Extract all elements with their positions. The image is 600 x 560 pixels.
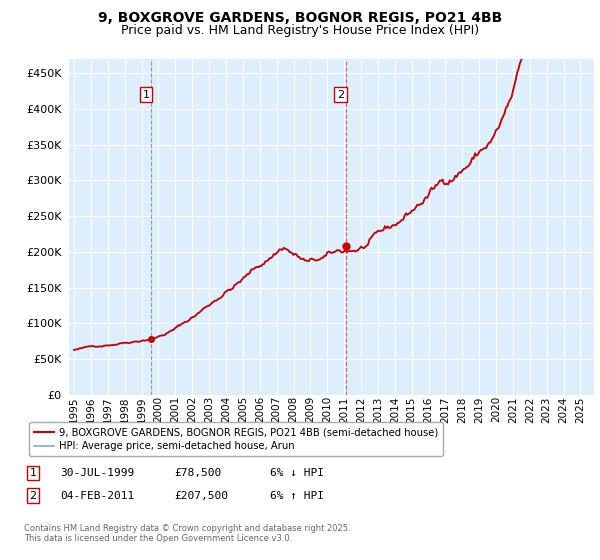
Text: 2: 2 xyxy=(337,90,344,100)
Text: 1: 1 xyxy=(143,90,149,100)
Text: Price paid vs. HM Land Registry's House Price Index (HPI): Price paid vs. HM Land Registry's House … xyxy=(121,24,479,36)
Text: 30-JUL-1999: 30-JUL-1999 xyxy=(60,468,134,478)
Text: 2: 2 xyxy=(29,491,37,501)
Text: £78,500: £78,500 xyxy=(174,468,221,478)
Text: 9, BOXGROVE GARDENS, BOGNOR REGIS, PO21 4BB: 9, BOXGROVE GARDENS, BOGNOR REGIS, PO21 … xyxy=(98,11,502,25)
Text: 04-FEB-2011: 04-FEB-2011 xyxy=(60,491,134,501)
Text: 1: 1 xyxy=(29,468,37,478)
Legend: 9, BOXGROVE GARDENS, BOGNOR REGIS, PO21 4BB (semi-detached house), HPI: Average : 9, BOXGROVE GARDENS, BOGNOR REGIS, PO21 … xyxy=(29,422,443,456)
Text: 6% ↓ HPI: 6% ↓ HPI xyxy=(270,468,324,478)
Text: Contains HM Land Registry data © Crown copyright and database right 2025.
This d: Contains HM Land Registry data © Crown c… xyxy=(24,524,350,543)
Text: 6% ↑ HPI: 6% ↑ HPI xyxy=(270,491,324,501)
Text: £207,500: £207,500 xyxy=(174,491,228,501)
